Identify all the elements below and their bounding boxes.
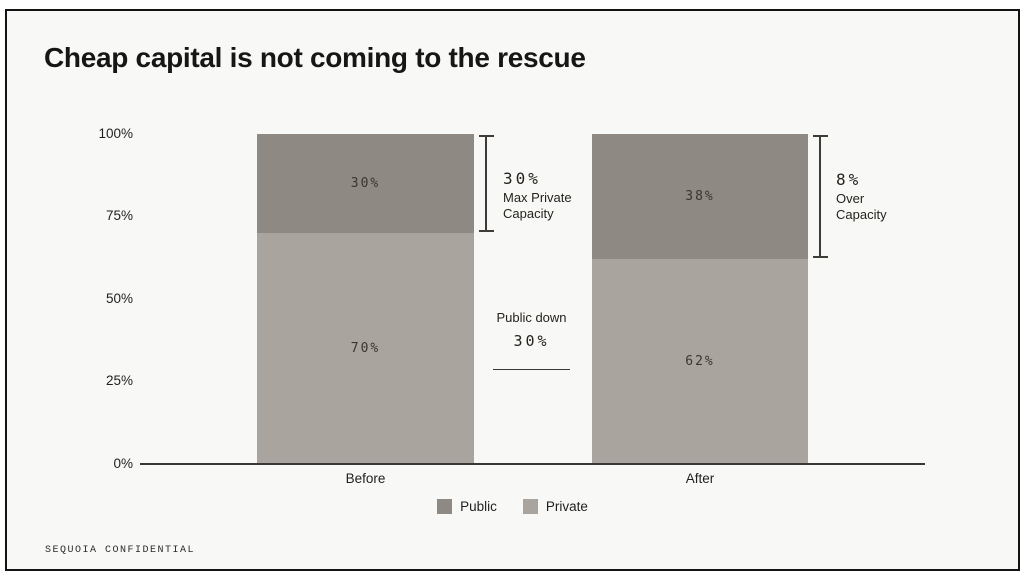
y-tick-25: 25% <box>105 373 133 388</box>
legend-swatch-public <box>437 499 453 514</box>
bar-after-public-label: 38% <box>685 189 715 205</box>
confidential-footer: SEQUOIA CONFIDENTIAL <box>45 545 196 556</box>
x-label-before: Before <box>345 471 386 486</box>
before-bracket-line <box>478 135 494 232</box>
bar-after-private-label: 62% <box>685 354 715 370</box>
y-tick-0: 0% <box>113 456 133 471</box>
before-annotation-value: 30% <box>503 169 541 188</box>
bar-before-public-label: 30% <box>350 176 381 191</box>
legend-item-private: Private <box>522 499 588 514</box>
y-tick-75: 75% <box>105 208 133 223</box>
bar-before-private-segment: 70% <box>257 233 474 464</box>
legend-label-private: Private <box>545 499 588 514</box>
slide: Cheap capital is not coming to the rescu… <box>5 9 1020 571</box>
public-down-text: Public down <box>496 310 567 325</box>
x-label-after: After <box>685 471 715 486</box>
before-annotation-line2: Capacity <box>503 206 554 221</box>
public-down-annotation: Public down 30% <box>471 310 592 370</box>
after-bracket-line <box>812 135 828 258</box>
x-axis-line <box>140 463 925 465</box>
bar-after-public-segment: 38% <box>592 134 808 260</box>
bar-before: 30% 70% <box>257 134 474 464</box>
after-annotation: 8% Over Capacity <box>836 169 887 223</box>
bar-before-private-label: 70% <box>350 341 381 356</box>
before-annotation: 30% Max Private Capacity <box>503 168 572 222</box>
after-annotation-line1: Over <box>836 191 865 206</box>
y-tick-100: 100% <box>98 126 133 141</box>
page-title: Cheap capital is not coming to the rescu… <box>44 42 586 73</box>
after-annotation-value: 8% <box>836 170 862 189</box>
legend: Public Private <box>7 499 1018 514</box>
bar-after-private-segment: 62% <box>592 259 808 464</box>
after-annotation-line2: Capacity <box>836 207 887 222</box>
legend-swatch-private <box>522 499 538 514</box>
public-down-value: 30% <box>513 332 550 350</box>
legend-item-public: Public <box>437 499 497 514</box>
y-tick-50: 50% <box>105 291 133 306</box>
divider-line <box>493 369 570 370</box>
legend-label-public: Public <box>460 499 497 514</box>
before-annotation-line1: Max Private <box>503 190 572 205</box>
bar-before-public-segment: 30% <box>257 134 474 233</box>
bar-after: 38% 62% <box>592 134 808 464</box>
